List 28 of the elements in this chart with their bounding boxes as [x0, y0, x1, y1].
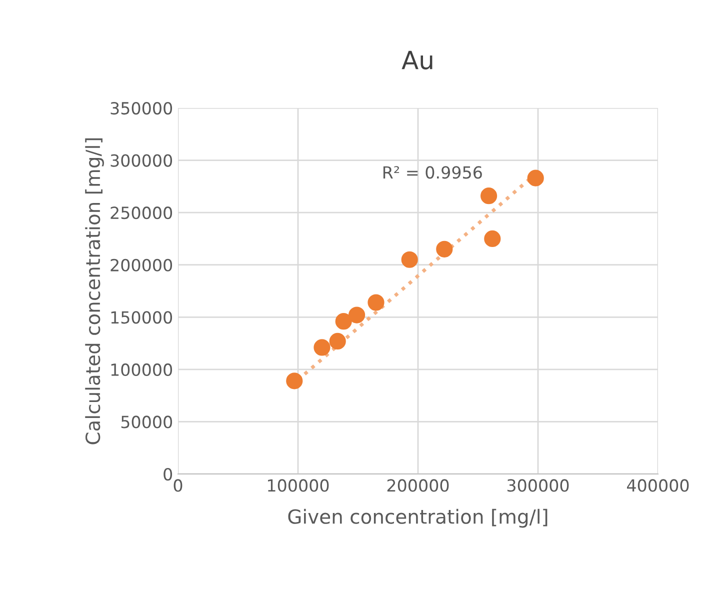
y-tick-label: 200000 [110, 258, 172, 272]
point [527, 170, 544, 186]
point [348, 306, 366, 324]
annotation: R² = 0.9956 [383, 166, 482, 179]
y-tick-label: 100000 [111, 363, 172, 376]
y-tick-label: 150000 [111, 311, 172, 324]
x-tick-label: 0 [174, 479, 182, 492]
y-tick-label: 350000 [110, 102, 172, 115]
point [329, 332, 346, 350]
y-tick-label: 50000 [121, 416, 172, 428]
point [436, 240, 453, 258]
chart-title: Au [402, 50, 432, 70]
y-axis-title: Calculated concentration [mg/l] [85, 138, 104, 444]
point [286, 372, 303, 390]
point [314, 339, 330, 356]
y-tick-label: 0 [164, 468, 172, 481]
y-tick-label: 250000 [110, 206, 172, 220]
x-axis-title: Given concentration [mg/l] [288, 508, 548, 528]
x-tick-label: 400000 [627, 479, 689, 492]
point [480, 188, 498, 204]
x-tick-label: 100000 [268, 479, 329, 492]
y-tick-label: 300000 [110, 154, 172, 167]
point [335, 313, 352, 330]
point [401, 251, 418, 268]
x-tick-label: 300000 [507, 479, 569, 492]
x-tick-label: 200000 [387, 479, 449, 492]
point [484, 230, 501, 248]
point [368, 294, 384, 311]
